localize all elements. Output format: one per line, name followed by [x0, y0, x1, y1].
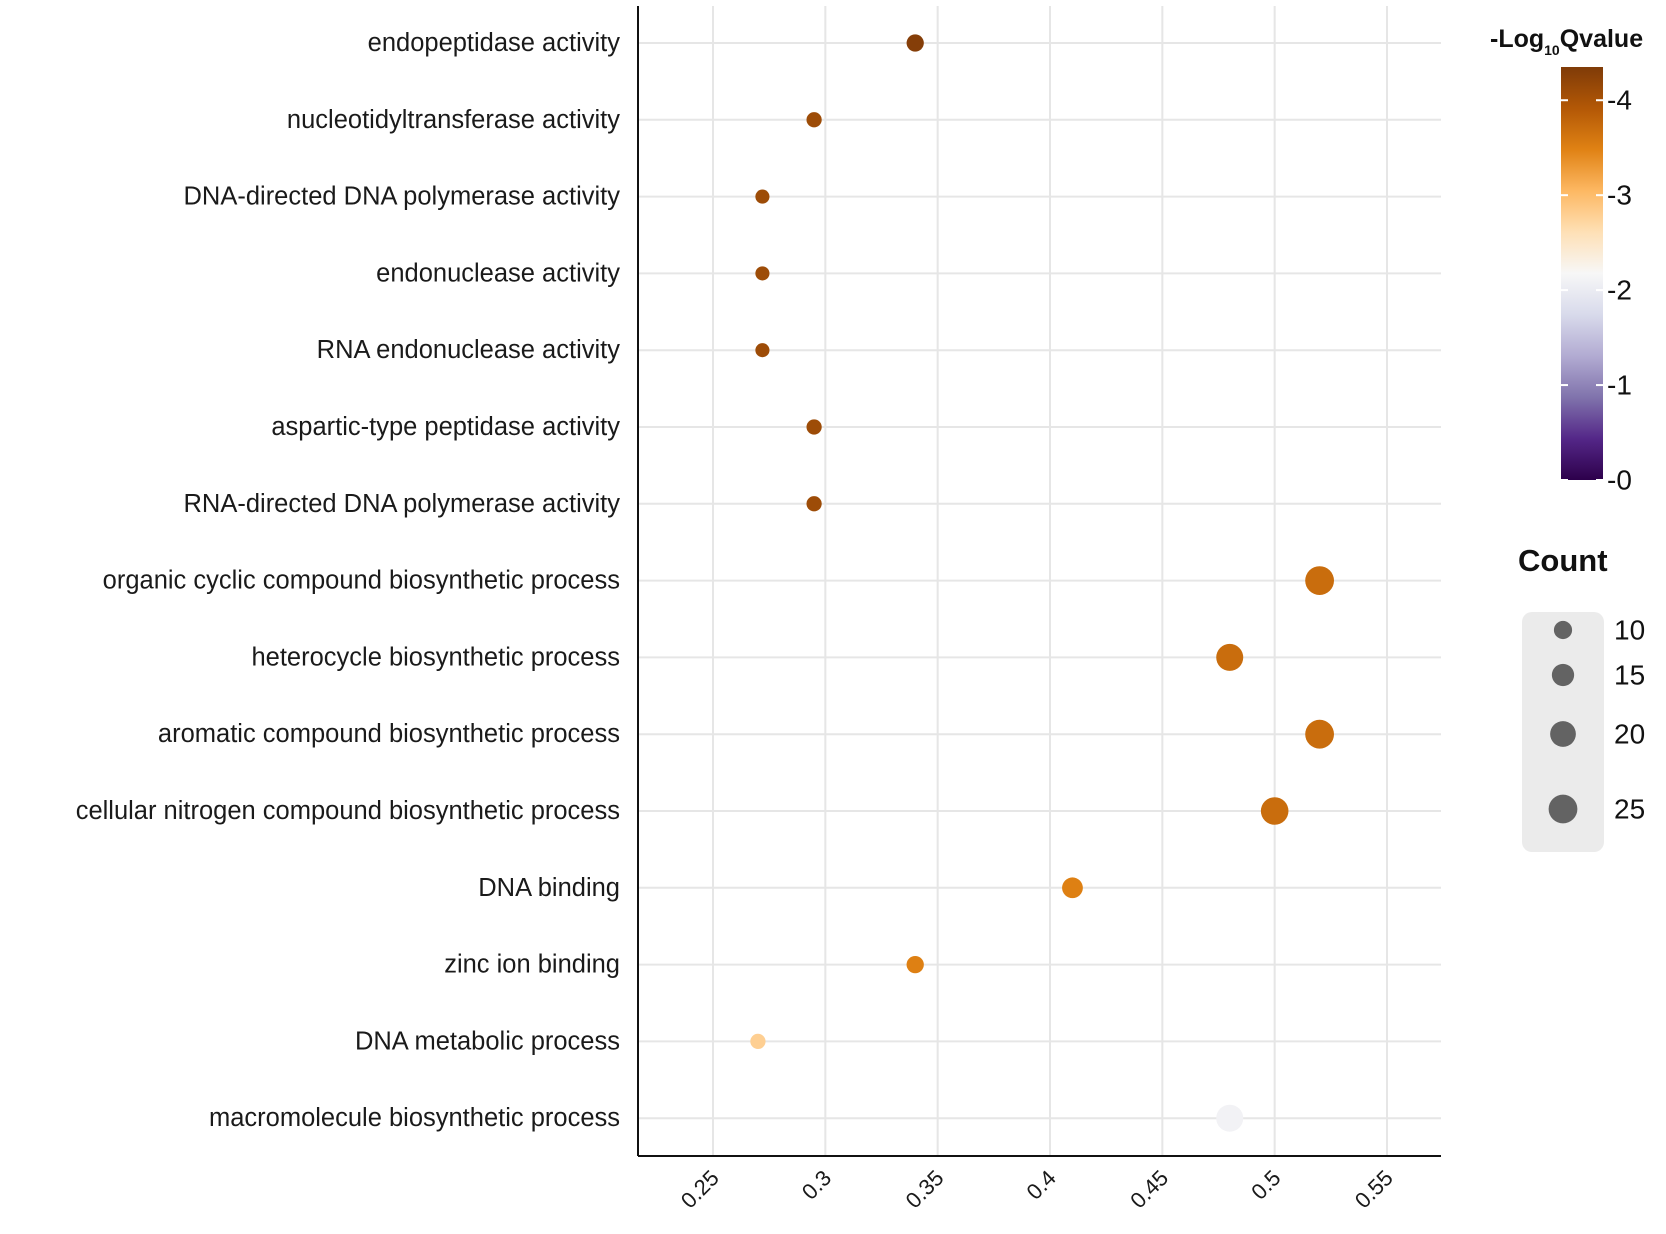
y-tick-label: RNA-directed DNA polymerase activity: [184, 490, 621, 518]
x-tick-label: 0.4: [1022, 1165, 1061, 1204]
data-point: [1305, 566, 1334, 595]
x-tick-label: 0.55: [1350, 1165, 1398, 1213]
size-legend-key-label: 10: [1614, 615, 1645, 646]
x-tick-label: 0.25: [676, 1165, 724, 1213]
colorbar-tick-label: -2: [1607, 275, 1632, 306]
x-tick-label: 0.5: [1246, 1165, 1285, 1204]
y-tick-label: organic cyclic compound biosynthetic pro…: [103, 567, 620, 595]
color-legend-bar: [1561, 67, 1603, 480]
size-legend-key-label: 25: [1614, 794, 1645, 825]
data-point: [1062, 877, 1083, 899]
size-legend-key-label: 20: [1614, 719, 1645, 750]
data-point: [755, 343, 770, 358]
size-legend-key-circle: [1550, 721, 1576, 747]
data-point: [1260, 797, 1289, 825]
y-tick-label: endopeptidase activity: [368, 29, 621, 57]
y-tick-label: endonuclease activity: [376, 259, 620, 287]
y-tick-label: nucleotidyltransferase activity: [287, 106, 620, 134]
y-tick-label: aspartic-type peptidase activity: [271, 413, 620, 441]
color-legend-ticks: -0 -1 -2 -3 -4: [1561, 85, 1632, 496]
size-legend-key-circle: [1551, 663, 1575, 687]
size-legend: Count 10 15 20 25: [1518, 543, 1645, 852]
data-point: [755, 266, 770, 281]
data-point: [755, 189, 770, 204]
colorbar-tick-label: -3: [1607, 180, 1632, 211]
x-tick-label: 0.35: [901, 1165, 949, 1213]
data-point: [1216, 643, 1244, 671]
color-legend-title-subscript: 10: [1544, 42, 1560, 58]
data-points: [750, 34, 1334, 1132]
data-point: [906, 955, 924, 974]
y-tick-label: zinc ion binding: [444, 951, 620, 979]
y-gridlines: [638, 42, 1441, 1120]
color-legend-title: -Log10Qvalue: [1490, 25, 1643, 58]
data-point: [806, 419, 822, 435]
y-tick-label: macromolecule biosynthetic process: [209, 1104, 620, 1132]
size-legend-title: Count: [1518, 543, 1608, 578]
x-axis-tick-labels: 0.25 0.3 0.35 0.4 0.45 0.5 0.55: [676, 1165, 1398, 1213]
data-point: [750, 1033, 766, 1050]
x-tick-label: 0.45: [1125, 1165, 1173, 1213]
size-legend-key-label: 15: [1614, 660, 1645, 691]
data-point: [1216, 1104, 1244, 1132]
color-legend-title-suffix: Qvalue: [1560, 25, 1643, 53]
size-legend-key-circle: [1548, 794, 1578, 824]
color-legend-title-main: -Log: [1490, 25, 1544, 53]
data-point: [906, 34, 924, 52]
colorbar-tick-label: -0: [1607, 465, 1632, 496]
y-tick-label: DNA metabolic process: [355, 1027, 620, 1055]
y-tick-label: aromatic compound biosynthetic process: [158, 720, 620, 748]
x-tick-label: 0.3: [797, 1165, 836, 1204]
data-point: [1305, 719, 1334, 749]
size-legend-keys: 10 15 20 25: [1548, 615, 1645, 825]
colorbar-tick-label: -4: [1607, 85, 1632, 116]
y-tick-label: heterocycle biosynthetic process: [251, 643, 620, 671]
y-axis-labels: endopeptidase activity nucleotidyltransfe…: [76, 29, 621, 1132]
y-tick-label: RNA endonuclease activity: [317, 336, 621, 364]
size-legend-key-circle: [1553, 620, 1573, 640]
y-tick-label: DNA-directed DNA polymerase activity: [184, 183, 621, 211]
y-tick-label: DNA binding: [478, 874, 620, 902]
color-legend: -Log10Qvalue -0 -1 -2 -3 -4: [1490, 25, 1643, 496]
data-point: [806, 496, 822, 512]
colorbar-tick-label: -1: [1607, 370, 1632, 401]
data-point: [806, 112, 822, 128]
y-tick-label: cellular nitrogen compound biosynthetic …: [76, 797, 620, 825]
